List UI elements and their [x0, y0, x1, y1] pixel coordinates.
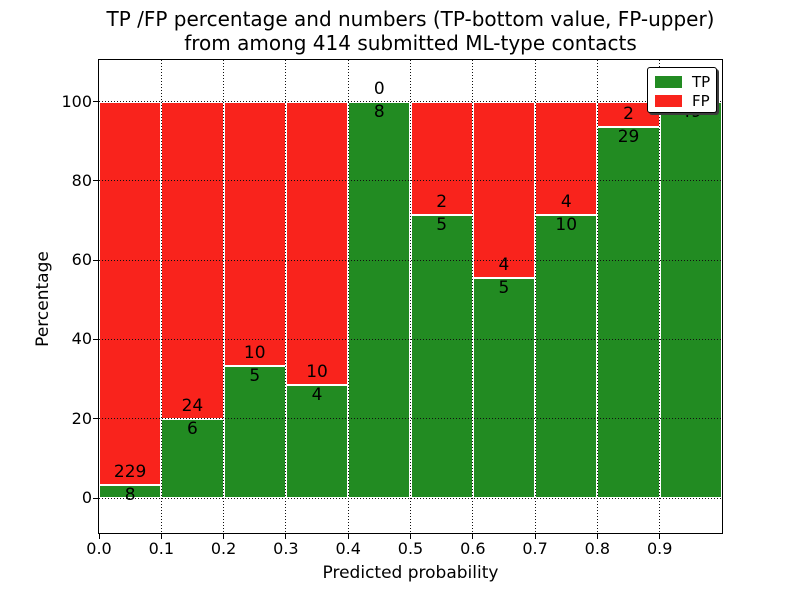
y-tick-label: 40	[71, 329, 92, 349]
x-tick-label: 0.5	[397, 539, 424, 558]
x-tick-mark	[285, 534, 287, 539]
y-tick-mark	[93, 101, 98, 102]
gridline-vertical	[347, 60, 349, 533]
gridline-vertical	[659, 60, 661, 533]
x-tick-mark	[160, 534, 162, 539]
annotation-tp-count: 5	[436, 214, 448, 235]
bar-segment-fp	[223, 101, 286, 366]
gridline-vertical	[285, 60, 287, 533]
bar-segment-tp	[223, 365, 286, 498]
bar-segment-fp	[285, 101, 349, 385]
y-tick-label: 60	[71, 250, 92, 270]
legend-swatch-tp	[655, 76, 682, 88]
annotation-tp-count: 10	[555, 214, 578, 235]
annotation-tp-count: 4	[311, 384, 323, 405]
y-tick-mark	[93, 180, 98, 182]
bar-segment-fp	[535, 101, 598, 215]
x-tick-mark	[534, 534, 536, 539]
bar-segment-fp	[99, 101, 162, 485]
x-tick-mark	[596, 534, 598, 539]
annotation-tp-count: 5	[498, 277, 510, 298]
x-tick-mark	[410, 534, 411, 539]
x-tick-mark	[347, 534, 349, 539]
y-tick-label: 100	[61, 91, 92, 111]
plot-area	[99, 60, 722, 533]
x-tick-label: 0.9	[646, 539, 673, 558]
annotation-fp-count: 2	[623, 104, 634, 125]
x-tick-label: 0.2	[210, 539, 237, 558]
y-tick-mark	[93, 338, 98, 340]
x-tick-mark	[472, 534, 474, 539]
bar-segment-tp	[348, 101, 411, 498]
x-tick-mark	[659, 534, 661, 539]
chart-title-line1: TP /FP percentage and numbers (TP-bottom…	[106, 7, 715, 31]
legend-item-tp: TP	[655, 74, 716, 90]
annotation-tp-count: 5	[249, 365, 261, 386]
gridline-horizontal	[99, 497, 722, 499]
gridline-vertical	[160, 60, 162, 533]
annotation-fp-count: 229	[113, 461, 147, 482]
gridline-horizontal	[99, 101, 722, 102]
gridline-vertical	[596, 60, 598, 533]
gridline-vertical	[472, 60, 474, 533]
bar-segment-tp	[472, 277, 536, 498]
annotation-tp-count: 6	[187, 418, 198, 439]
legend-label-fp: FP	[692, 91, 710, 110]
x-tick-label: 0.0	[86, 539, 112, 558]
bar-segment-fp	[410, 101, 473, 215]
bar-segment-tp	[597, 127, 660, 498]
annotation-tp-count: 8	[373, 101, 385, 122]
x-tick-mark	[98, 534, 100, 539]
annotation-tp-count: 8	[124, 484, 136, 505]
x-tick-label: 0.6	[460, 539, 486, 558]
bar-segment-tp	[99, 484, 162, 498]
x-tick-mark	[223, 534, 225, 539]
bar-segment-tp	[535, 214, 598, 498]
x-tick-label: 0.7	[522, 539, 548, 558]
y-tick-mark	[93, 418, 98, 420]
annotation-fp-count: 4	[560, 191, 572, 212]
annotation-fp-count: 2	[436, 191, 448, 212]
gridline-horizontal	[99, 338, 722, 340]
gridline-vertical	[410, 60, 411, 533]
legend-item-fp: FP	[655, 93, 716, 109]
x-axis-label: Predicted probability	[322, 563, 499, 583]
x-tick-label: 0.4	[335, 539, 361, 558]
bar-segment-tp	[410, 214, 473, 498]
annotation-fp-count: 10	[243, 342, 266, 363]
annotation-fp-count: 0	[373, 78, 385, 99]
legend-swatch-fp	[655, 95, 682, 107]
legend: TP FP	[647, 67, 717, 113]
chart-title-line2: from among 414 submitted ML-type contact…	[184, 31, 637, 55]
gridline-horizontal	[99, 418, 722, 420]
gridline-horizontal	[99, 259, 722, 261]
x-tick-label: 0.8	[584, 539, 611, 558]
bar-segment-fp	[472, 101, 536, 278]
bar-segment-tp	[659, 101, 722, 498]
y-tick-mark	[93, 497, 98, 499]
annotation-fp-count: 4	[498, 254, 510, 275]
bar-segment-tp	[161, 418, 224, 498]
x-tick-label: 0.1	[148, 539, 175, 558]
y-tick-label: 0	[81, 488, 92, 507]
annotation-fp-count: 10	[306, 361, 328, 382]
gridline-vertical	[534, 60, 536, 533]
y-tick-label: 80	[71, 170, 92, 190]
y-tick-mark	[93, 259, 98, 261]
bar-segment-tp	[285, 384, 349, 498]
gridline-vertical	[223, 60, 225, 533]
legend-label-tp: TP	[692, 72, 711, 91]
annotation-fp-count: 24	[181, 395, 204, 416]
gridline-horizontal	[99, 180, 722, 182]
annotation-tp-count: 29	[617, 127, 640, 148]
x-tick-label: 0.3	[273, 539, 299, 558]
y-tick-label: 20	[71, 408, 92, 428]
